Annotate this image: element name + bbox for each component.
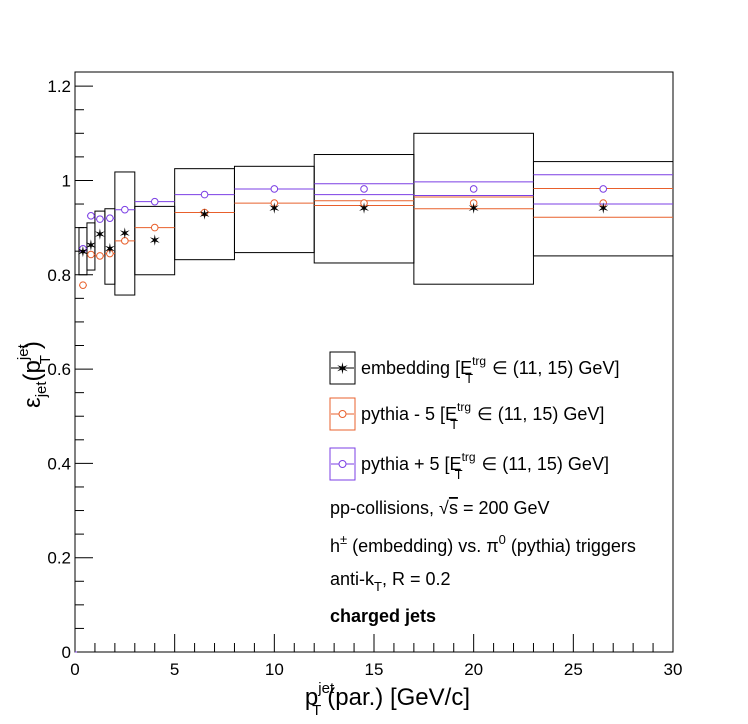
x-tick-label: 20 — [464, 660, 483, 679]
pythia-minus-point — [121, 237, 129, 245]
pythia-plus-point — [360, 185, 368, 193]
x-axis-title-rest: (par.) [GeV/c] — [327, 684, 470, 711]
annotation-collisions: pp-collisions, √s = 200 GeV — [330, 498, 550, 518]
legend-box-embedding — [329, 351, 356, 385]
x-tick-label: 15 — [365, 660, 384, 679]
data-layer: ✶✶✶✶✶ ✶✶ ✶ ✶ ✶ ✶ — [75, 132, 674, 653]
y-tick-label: 0 — [62, 643, 71, 662]
pythia-minus-point — [96, 252, 104, 260]
annotation-triggers: h± (embedding) vs. π0 (pythia) triggers — [330, 532, 636, 556]
y-tick-label: 0.8 — [47, 266, 71, 285]
y-tick-label: 1.2 — [47, 77, 71, 96]
embedding-point: ✶ — [467, 201, 480, 218]
y-axis-title: εjet(pjet T) — [15, 341, 54, 408]
pythia-plus-point — [599, 185, 608, 193]
pythia-plus-point — [469, 185, 478, 193]
legend-entry-pythia-plus: pythia + 5 [Etrg T ∈ (11, 15) GeV] — [329, 447, 609, 482]
annotations: pp-collisions, √s = 200 GeV h± (embeddin… — [330, 498, 636, 626]
legend-box-pythia-minus — [329, 397, 356, 431]
embedding-point: ✶ — [148, 232, 161, 249]
embedding-point: ✶ — [77, 244, 90, 261]
pythia-minus-point — [79, 281, 87, 289]
legend: ✶ embedding [Etrg T ∈ (11, 15) GeV] pythi… — [329, 351, 619, 482]
legend-marker-pythia-minus — [338, 410, 347, 418]
x-axis-title-sub: T — [312, 702, 321, 719]
legend-entry-embedding: ✶ embedding [Etrg T ∈ (11, 15) GeV] — [329, 351, 619, 386]
y-axis-title-main: ε — [19, 397, 46, 408]
pythia-plus-point — [200, 190, 209, 199]
pythia-minus-point — [106, 249, 114, 258]
embedding-point: ✶ — [358, 201, 371, 218]
legend-marker-embedding: ✶ — [336, 361, 349, 378]
sqrt-symbol: √ — [439, 498, 449, 518]
x-tick-label: 5 — [170, 660, 179, 679]
x-tick-label: 0 — [70, 660, 79, 679]
pythia-minus-point — [87, 250, 95, 259]
y-axis-title-sub: jet — [33, 381, 50, 399]
embedding-point: ✶ — [104, 241, 117, 258]
x-tick-label: 25 — [564, 660, 583, 679]
x-axis-title-sup: jet — [317, 680, 335, 697]
x-tick-label: 30 — [664, 660, 683, 679]
pythia-minus-point — [469, 199, 478, 207]
embedding-point: ✶ — [94, 227, 107, 244]
y-tick-label: 0.4 — [47, 454, 71, 473]
pythia-minus-point — [270, 199, 279, 207]
x-tick-label: 10 — [265, 660, 284, 679]
embedding-point: ✶ — [597, 201, 610, 218]
annotation-algo: anti-kT, R = 0.2 — [330, 569, 451, 594]
y-axis-title-close: ) — [19, 341, 46, 349]
pythia-minus-point — [360, 199, 368, 207]
y-axis-title-paren: (p — [19, 360, 46, 381]
embedding-point: ✶ — [85, 238, 98, 255]
legend-label-pythia-plus: pythia + 5 [Etrg T ∈ (11, 15) GeV] — [361, 450, 609, 482]
legend-label-embedding: embedding [Etrg T ∈ (11, 15) GeV] — [361, 354, 619, 386]
y-axis-title-sub2: T — [37, 355, 54, 364]
legend-marker-pythia-plus — [338, 460, 347, 468]
pythia-plus-point — [96, 215, 104, 223]
pythia-plus-point — [87, 212, 95, 220]
y-tick-label: 0.6 — [47, 360, 71, 379]
pythia-plus-point — [270, 185, 279, 193]
axis-ticks: 0 5 10 15 20 25 30 0 0.2 0.4 0.6 0.8 1 1.2 — [47, 77, 682, 679]
x-axis-title-main: p — [305, 684, 318, 711]
y-axis-title-sup: jet — [15, 343, 32, 361]
legend-box-pythia-plus — [329, 447, 356, 481]
pythia-plus-point — [106, 214, 114, 222]
pythia-plus-point — [150, 197, 159, 206]
pythia-plus-point — [121, 205, 129, 214]
pythia-plus-point — [79, 245, 87, 253]
embedding-point: ✶ — [119, 225, 132, 242]
legend-entry-pythia-minus: pythia - 5 [Etrg T ∈ (11, 15) GeV] — [329, 397, 604, 432]
pythia-minus-point — [599, 199, 608, 207]
y-tick-label: 1 — [62, 171, 71, 190]
x-axis-title: pjet T (par.) [GeV/c] — [305, 680, 470, 719]
annotation-jets: charged jets — [330, 606, 436, 626]
pythia-minus-point — [200, 208, 209, 217]
y-tick-label: 0.2 — [47, 549, 71, 568]
legend-label-pythia-minus: pythia - 5 [Etrg T ∈ (11, 15) GeV] — [361, 400, 604, 432]
embedding-point: ✶ — [268, 201, 281, 218]
embedding-point: ✶ — [198, 206, 211, 223]
pythia-minus-point — [150, 223, 159, 232]
